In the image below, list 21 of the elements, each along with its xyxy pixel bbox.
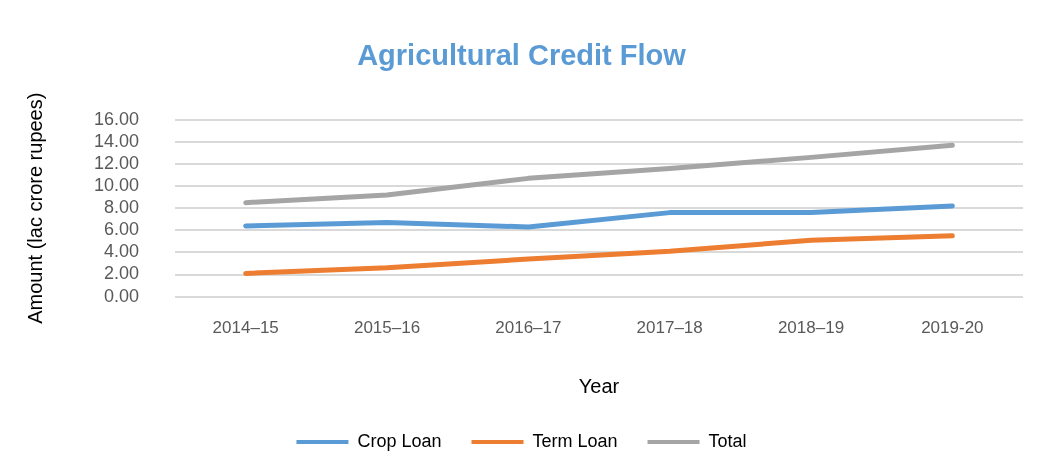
y-tick-label: 8.00	[104, 197, 140, 218]
x-tick-label: 2015–16	[353, 318, 421, 338]
legend-label: Total	[708, 430, 747, 451]
x-tick-label: 2016–17	[495, 318, 562, 338]
x-axis-title: Year	[578, 374, 620, 397]
y-axis-title: Amount (lac crore rupees)	[23, 92, 46, 324]
y-tick-label: 6.00	[104, 219, 140, 240]
y-tick-label: 2.00	[104, 263, 140, 284]
x-tick-label: 2019-20	[921, 318, 984, 338]
legend-label: Term Loan	[532, 430, 618, 451]
x-tick-label: 2017–18	[636, 318, 703, 338]
x-tick-label: 2014–15	[212, 318, 279, 338]
y-tick-label: 10.00	[94, 175, 140, 196]
legend-label: Crop Loan	[357, 430, 442, 451]
y-tick-label: 12.00	[94, 152, 140, 173]
x-tick-label: 2018–19	[777, 318, 845, 338]
y-tick-label: 0.00	[104, 285, 140, 306]
chart-title: Agricultural Credit Flow	[357, 39, 687, 72]
y-tick-label: 14.00	[94, 130, 140, 151]
y-tick-label: 16.00	[94, 108, 140, 129]
y-tick-label: 4.00	[104, 241, 140, 262]
